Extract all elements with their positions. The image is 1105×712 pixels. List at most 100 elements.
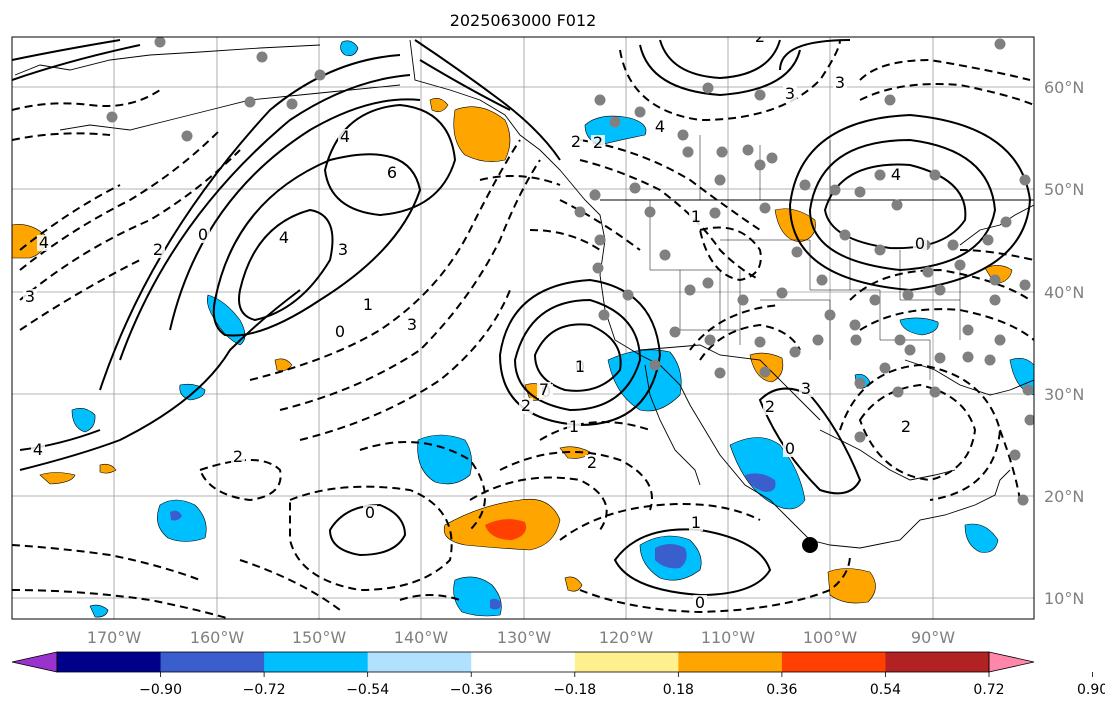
- contour-label-bg: [23, 289, 37, 305]
- colorbar-tick-label: 0.90: [1077, 682, 1105, 698]
- contour-label: 1: [691, 207, 701, 226]
- contour-label: 1: [575, 357, 585, 376]
- colorbar-swatch: [367, 652, 472, 672]
- contour-label: 2: [153, 240, 163, 259]
- contour-label-bg: [899, 419, 913, 435]
- colorbar-swatch: [57, 652, 162, 672]
- colorbar-swatch: [781, 652, 886, 672]
- contour-label-bg: [31, 442, 45, 458]
- contour-label-bg: [889, 167, 903, 183]
- contour-label: 4: [279, 228, 289, 247]
- colorbar-tick-label: 0.36: [766, 682, 797, 698]
- colorbar-tick-label: −0.54: [346, 682, 389, 698]
- colorbar-tick-label: −0.72: [243, 682, 286, 698]
- contour-label: 7: [539, 380, 549, 399]
- contour-label: 3: [407, 315, 417, 334]
- lat-label: 50°N: [1044, 180, 1084, 199]
- contour-label-bg: [338, 129, 352, 145]
- colorbar-swatch: [885, 652, 990, 672]
- lon-label: 90°W: [911, 628, 955, 647]
- contour-label-bg: [653, 119, 667, 135]
- contour-label: 4: [655, 117, 665, 136]
- contour-label-bg: [783, 86, 797, 102]
- colorbar-tick-label: −0.18: [553, 682, 596, 698]
- lat-label: 20°N: [1044, 487, 1084, 506]
- contour-label-bg: [569, 134, 583, 150]
- contour-label-bg: [573, 359, 587, 375]
- contour-label: 4: [33, 440, 43, 459]
- contour-label-bg: [37, 235, 51, 251]
- contour-label-bg: [231, 449, 245, 465]
- highlight-point-marker: [802, 537, 818, 553]
- contour-label: 0: [198, 225, 208, 244]
- contour-label: 1: [363, 295, 373, 314]
- state-borders: [649, 135, 961, 380]
- contour-label: 2: [755, 27, 765, 46]
- positive-core-shading: [485, 519, 527, 540]
- contour-label: 4: [891, 165, 901, 184]
- contour-label-bg: [753, 37, 767, 45]
- contour-label: 3: [25, 287, 35, 306]
- map-title: 2025063000 F012: [450, 11, 597, 30]
- contour-label: 2: [571, 132, 581, 151]
- colorbar-tick-label: 0.72: [973, 682, 1004, 698]
- contour-label: 2: [901, 417, 911, 436]
- colorbar-frame: [56, 651, 990, 673]
- contour-label-bg: [689, 515, 703, 531]
- lon-label: 130°W: [497, 628, 552, 647]
- colorbar-swatches: [11, 651, 1035, 673]
- contour-label: 2: [593, 133, 603, 152]
- contour-label-bg: [585, 455, 599, 471]
- colorbar-swatch: [678, 652, 783, 672]
- contour-label-bg: [519, 398, 533, 414]
- map-area: 4642034320231020102421232067142043013: [12, 27, 1034, 619]
- colorbar-ticks: −0.90 −0.72 −0.54 −0.36 −0.18 0.18 0.36 0.54 0.7…: [139, 672, 1105, 698]
- contour-label-bg: [763, 399, 777, 415]
- colorbar-swatch: [574, 652, 679, 672]
- contour-label-bg: [336, 242, 350, 258]
- contour-label: 0: [365, 503, 375, 522]
- colorbar-tick-label: −0.90: [139, 682, 182, 698]
- colorbar-arrow-low: [11, 651, 58, 673]
- contour-label-bg: [361, 297, 375, 313]
- lat-label: 60°N: [1044, 78, 1084, 97]
- lat-label: 40°N: [1044, 283, 1084, 302]
- contour-label-bg: [591, 135, 605, 151]
- contour-label-bg: [196, 227, 210, 243]
- contour-label-bg: [151, 242, 165, 258]
- contour-label: 3: [835, 73, 845, 92]
- longitude-labels: 170°W 160°W 150°W 140°W 130°W 120°W 110°…: [87, 628, 955, 647]
- contour-label: 0: [695, 593, 705, 612]
- latitude-labels: 60°N 50°N 40°N 30°N 20°N 10°N: [1044, 78, 1084, 608]
- contour-label: 1: [691, 513, 701, 532]
- colorbar-tick-label: −0.36: [450, 682, 493, 698]
- contour-label-bg: [405, 317, 419, 333]
- contour-label-bg: [567, 419, 581, 435]
- contour-label: 3: [785, 84, 795, 103]
- contour-label-bg: [385, 165, 399, 181]
- contour-label-bg: [537, 382, 551, 398]
- contour-label: 6: [387, 163, 397, 182]
- lon-label: 110°W: [701, 628, 756, 647]
- colorbar: −0.90 −0.72 −0.54 −0.36 −0.18 0.18 0.36 0.54 0.7…: [11, 651, 1105, 698]
- contour-label: 2: [587, 453, 597, 472]
- contour-label: 4: [340, 127, 350, 146]
- colorbar-tick-label: 0.18: [663, 682, 694, 698]
- contour-label: 2: [233, 447, 243, 466]
- contour-label-bg: [693, 595, 707, 611]
- contour-label: 2: [765, 397, 775, 416]
- lon-label: 170°W: [87, 628, 142, 647]
- contour-label: 0: [915, 234, 925, 253]
- contour-label-bg: [913, 236, 927, 252]
- lon-label: 160°W: [190, 628, 245, 647]
- lon-label: 100°W: [803, 628, 858, 647]
- colorbar-swatch: [160, 652, 265, 672]
- lat-label: 10°N: [1044, 589, 1084, 608]
- dashed-contours: [12, 39, 1034, 619]
- lon-label: 120°W: [599, 628, 654, 647]
- lat-label: 30°N: [1044, 385, 1084, 404]
- contour-label-bg: [799, 381, 813, 397]
- contour-label: 0: [335, 322, 345, 341]
- map-frame: [11, 36, 1035, 620]
